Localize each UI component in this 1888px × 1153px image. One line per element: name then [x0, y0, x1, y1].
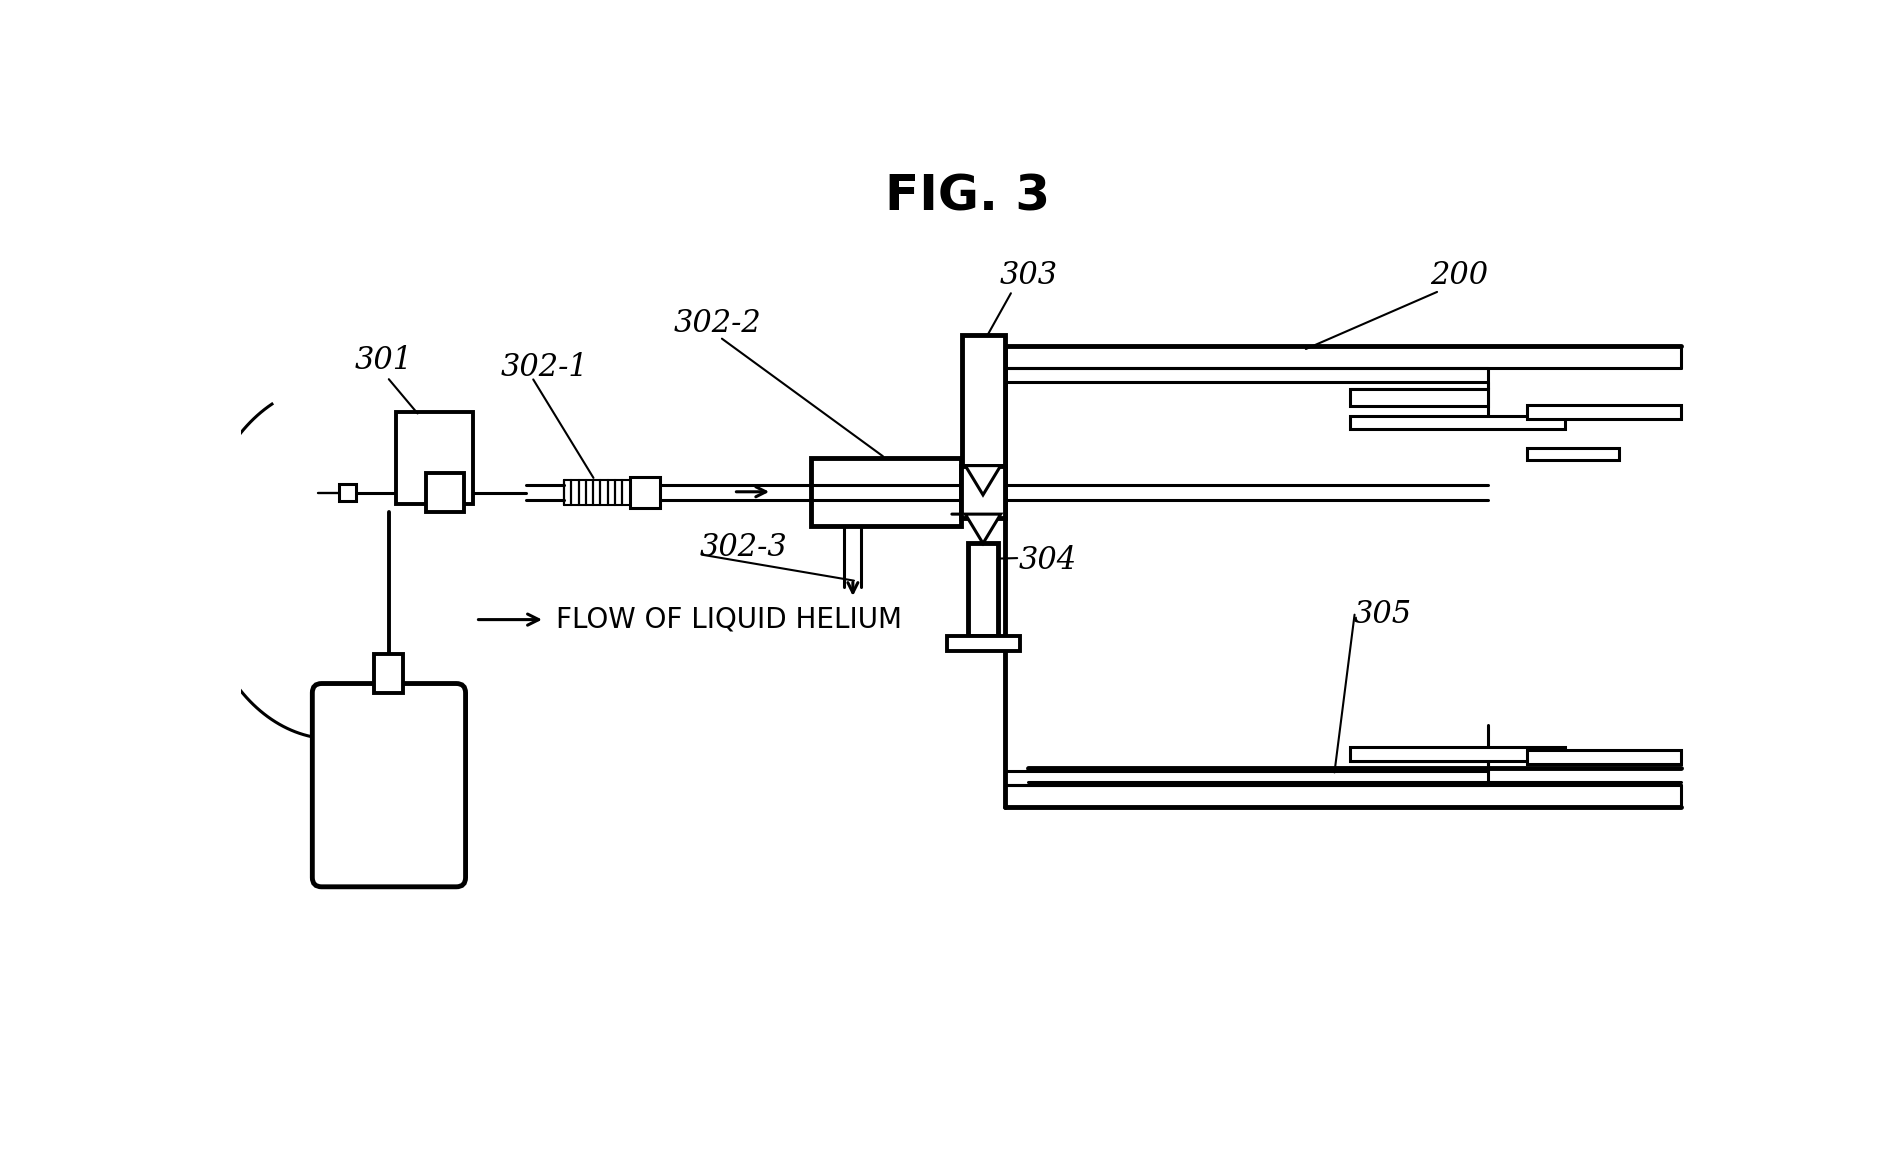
- Text: 302-2: 302-2: [674, 308, 761, 339]
- Bar: [629, 477, 661, 508]
- Bar: [1350, 415, 1565, 429]
- Text: FLOW OF LIQUID HELIUM: FLOW OF LIQUID HELIUM: [557, 605, 902, 634]
- Text: FIG. 3: FIG. 3: [885, 172, 1050, 220]
- Text: 301: 301: [355, 345, 413, 376]
- Polygon shape: [965, 514, 1001, 543]
- Text: 305: 305: [1354, 598, 1412, 630]
- Text: 200: 200: [1431, 259, 1488, 291]
- Bar: [810, 458, 961, 526]
- Bar: [1527, 405, 1680, 419]
- FancyBboxPatch shape: [312, 684, 466, 887]
- Bar: [963, 334, 1004, 466]
- Bar: [396, 412, 474, 504]
- Text: 304: 304: [1018, 545, 1076, 575]
- Bar: [340, 484, 357, 502]
- Bar: [961, 466, 1004, 518]
- Bar: [1527, 749, 1680, 763]
- Bar: [1350, 747, 1565, 761]
- Text: 303: 303: [999, 259, 1057, 291]
- Bar: [425, 474, 464, 512]
- Text: 302-1: 302-1: [500, 353, 589, 383]
- Bar: [1350, 390, 1488, 406]
- Text: 302-3: 302-3: [700, 533, 787, 564]
- Bar: [1527, 447, 1620, 460]
- Bar: [374, 654, 404, 693]
- Bar: [967, 543, 999, 635]
- Polygon shape: [965, 466, 1001, 495]
- Bar: [946, 635, 1020, 651]
